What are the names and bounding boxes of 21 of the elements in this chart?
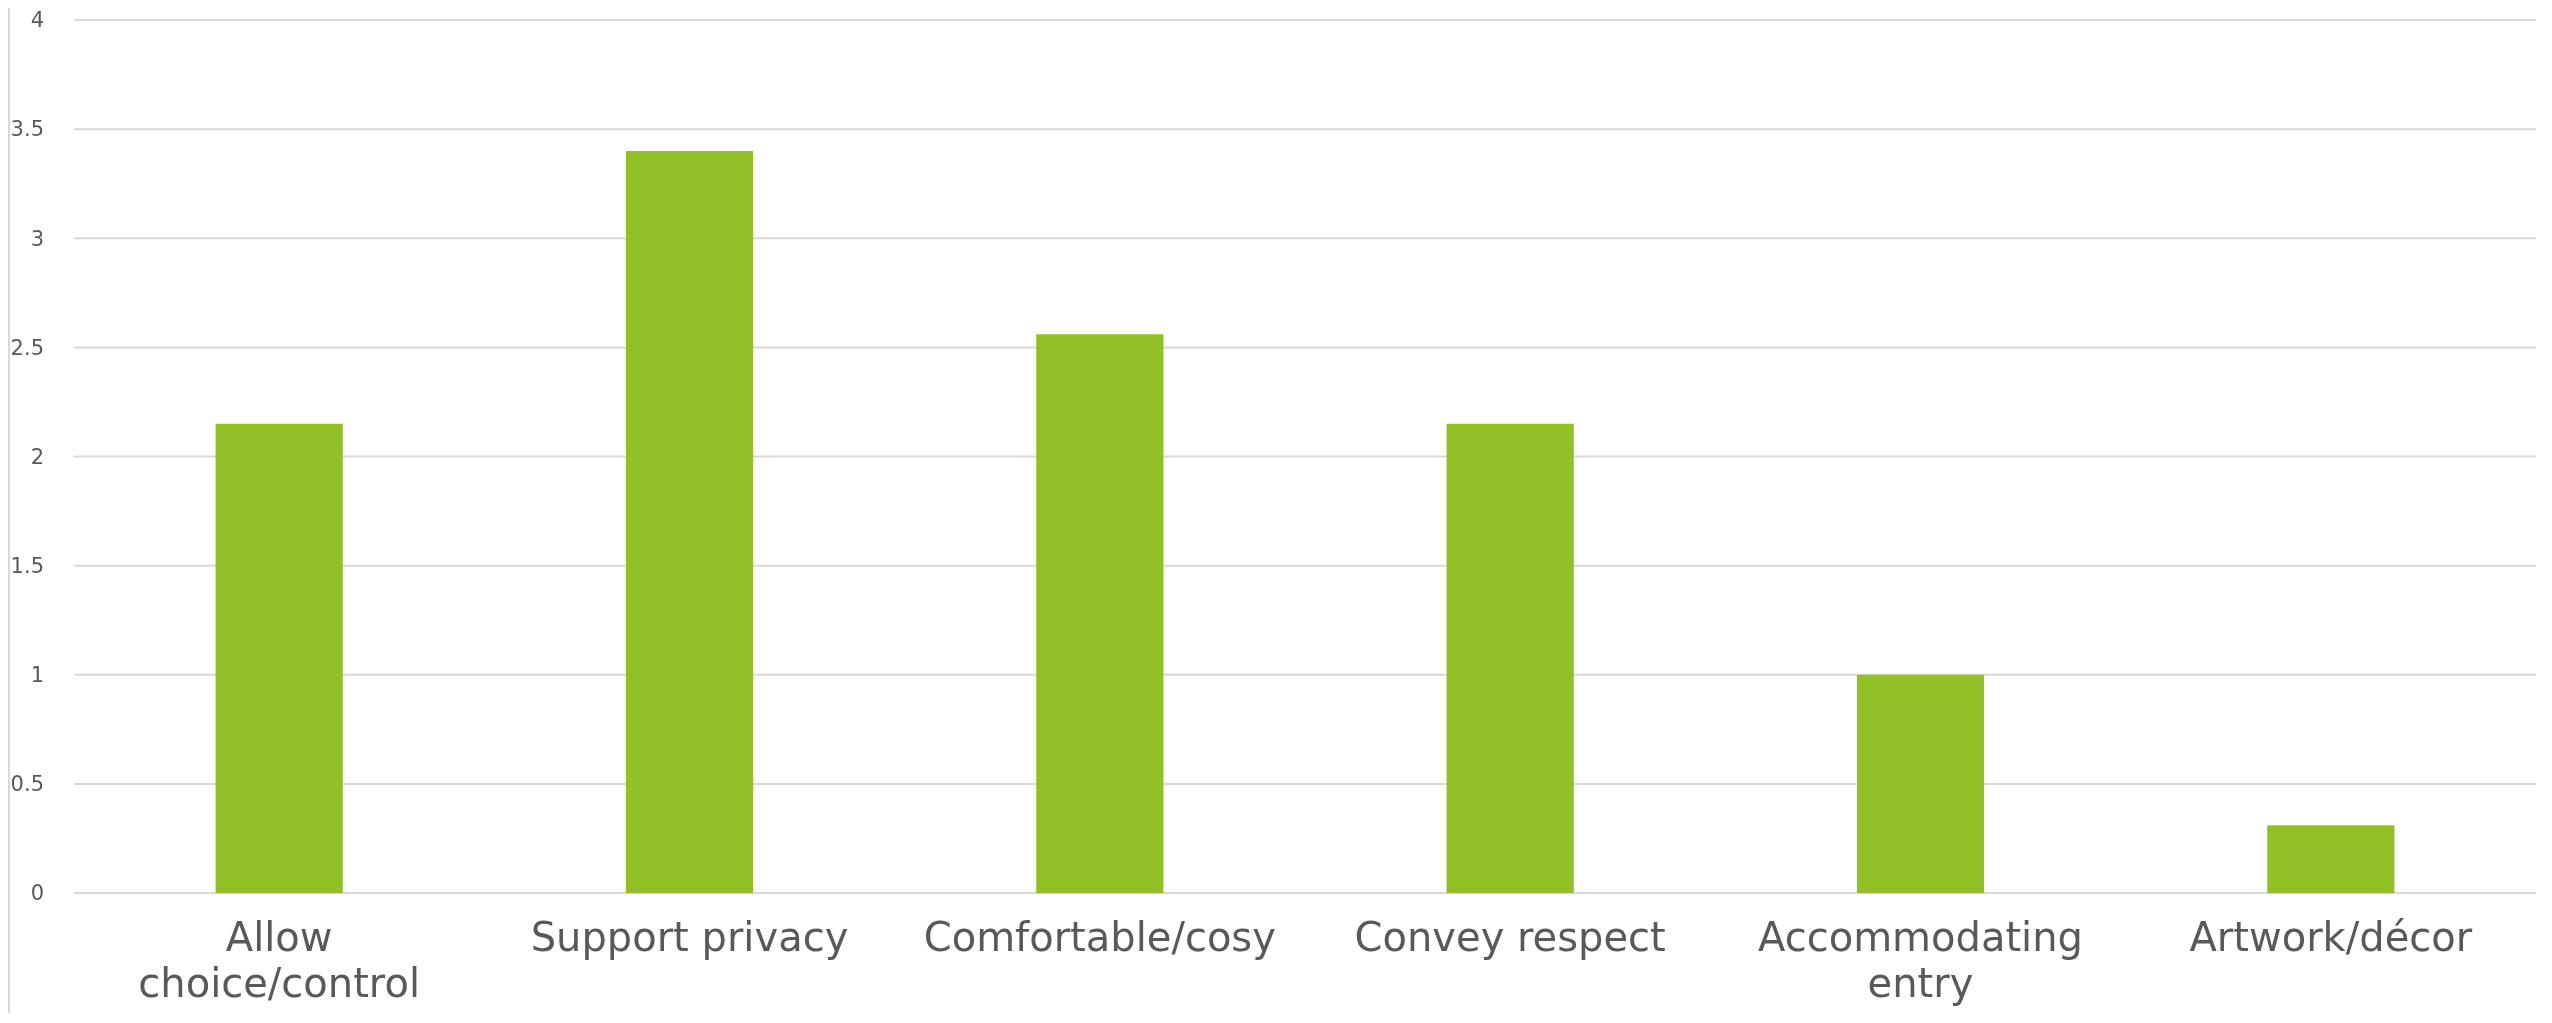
y-tick-label: 0.5 <box>10 772 44 797</box>
bar <box>215 423 343 893</box>
x-tick-label: Allow choice/control <box>138 914 420 1006</box>
x-tick-label: Comfortable/cosy <box>923 914 1276 960</box>
x-tick-label: Convey respect <box>1354 914 1666 960</box>
bar <box>625 150 754 893</box>
y-tick-label: 4 <box>30 8 44 33</box>
x-tick-label: Accommodating entry <box>1758 914 2083 1006</box>
x-tick-label: Support privacy <box>530 914 849 960</box>
y-tick-label: 1 <box>30 663 44 688</box>
y-tick-label: 3 <box>30 226 44 251</box>
bar <box>1036 334 1164 893</box>
y-tick-label: 2.5 <box>10 335 44 360</box>
y-tick-label: 0 <box>30 881 44 906</box>
bar <box>1446 423 1574 893</box>
y-tick-label: 2 <box>30 444 44 469</box>
y-tick-label: 3.5 <box>10 117 44 142</box>
bar <box>2267 825 2395 893</box>
bar <box>1856 674 1985 893</box>
y-tick-label: 1.5 <box>10 553 44 578</box>
x-tick-label: Artwork/décor <box>2189 914 2473 960</box>
